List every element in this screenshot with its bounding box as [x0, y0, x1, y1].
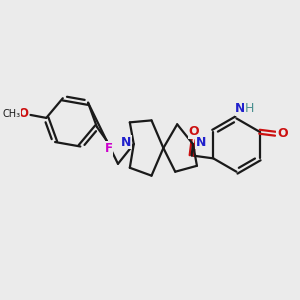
Text: CH₃: CH₃ — [3, 109, 21, 119]
Text: N: N — [121, 136, 131, 148]
Text: H: H — [244, 102, 254, 115]
Text: N: N — [235, 102, 246, 115]
Text: O: O — [19, 107, 28, 121]
Text: O: O — [188, 125, 199, 138]
Text: N: N — [196, 136, 206, 148]
Text: F: F — [105, 142, 113, 155]
Text: O: O — [277, 127, 287, 140]
